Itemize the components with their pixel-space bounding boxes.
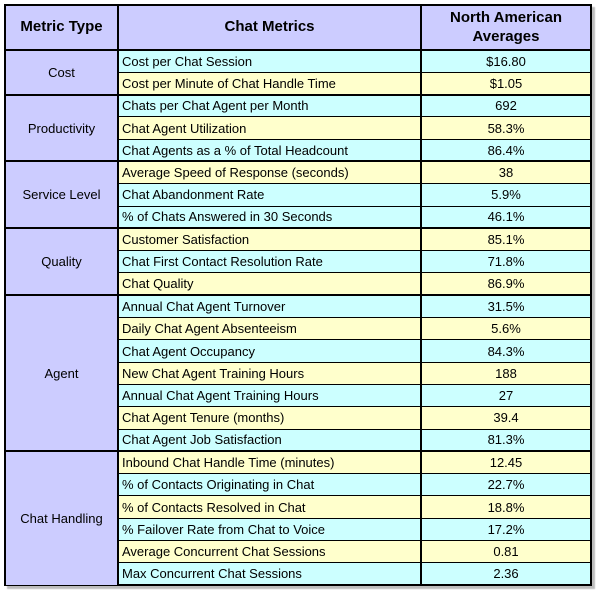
value-cell: 81.3% (420, 428, 592, 452)
category-cell-productivity: Productivity (4, 93, 119, 162)
table-row: Chat Agents as a % of Total Headcount 86… (5, 138, 592, 162)
category-cell-cost: Cost (4, 49, 119, 96)
table-row: Productivity Chats per Chat Agent per Mo… (4, 93, 592, 162)
metric-cell: % of Contacts Originating in Chat (117, 473, 422, 497)
metric-cell: New Chat Agent Training Hours (117, 361, 422, 385)
metric-cell: Chat Agents as a % of Total Headcount (117, 138, 422, 162)
value-cell: 27 (420, 383, 592, 408)
table-row: Service Level Average Speed of Response … (4, 160, 592, 229)
metric-cell: Daily Chat Agent Absenteeism (117, 317, 422, 341)
table-header: Metric Type Chat Metrics North American … (4, 4, 592, 51)
table-row: Chat Agent Job Satisfaction 81.3% (5, 428, 592, 452)
value-cell: 84.3% (420, 339, 592, 363)
value-cell: 86.4% (420, 138, 592, 162)
table-row: Cost Cost per Chat Session $16.80 (4, 48, 592, 96)
table-body: Cost Cost per Chat Session $16.80 Cost p… (4, 48, 592, 587)
metric-cell: Cost per Chat Session (117, 48, 422, 73)
metric-cell: Chat Agent Job Satisfaction (117, 428, 422, 452)
value-cell: 58.3% (420, 116, 592, 140)
category-cell-quality: Quality (4, 227, 119, 296)
table-row: % of Chats Answered in 30 Seconds 46.1% (5, 205, 592, 229)
metric-cell: Customer Satisfaction (117, 227, 422, 252)
metric-cell: Average Concurrent Chat Sessions (117, 540, 422, 564)
metric-cell: Cost per Minute of Chat Handle Time (117, 71, 422, 96)
metric-cell: Chat Quality (117, 272, 422, 296)
header-chat-metrics: Chat Metrics (117, 4, 422, 51)
value-cell: 5.9% (420, 183, 592, 207)
header-averages: North American Averages (420, 4, 592, 51)
metric-cell: Inbound Chat Handle Time (minutes) (117, 450, 422, 475)
header-row: Metric Type Chat Metrics North American … (4, 4, 592, 51)
value-cell: 17.2% (420, 517, 592, 542)
value-cell: 18.8% (420, 495, 592, 519)
metric-cell: Annual Chat Agent Turnover (117, 294, 422, 319)
metric-cell: Chat Abandonment Rate (117, 183, 422, 207)
header-metric-type: Metric Type (4, 4, 119, 51)
value-cell: 71.8% (420, 250, 592, 274)
table-row: Chat Quality 86.9% (5, 272, 592, 296)
metric-cell: Chat Agent Utilization (117, 116, 422, 140)
value-cell: 46.1% (420, 205, 592, 229)
table-row: Average Concurrent Chat Sessions 0.81 (5, 540, 592, 564)
metric-cell: % of Chats Answered in 30 Seconds (117, 205, 422, 229)
category-cell-agent: Agent (4, 294, 119, 452)
value-cell: 188 (420, 361, 592, 385)
category-cell-chat-handling: Chat Handling (4, 450, 119, 586)
metric-cell: Chat Agent Tenure (months) (117, 406, 422, 430)
metric-cell: Chat Agent Occupancy (117, 339, 422, 363)
metric-cell: % Failover Rate from Chat to Voice (117, 517, 422, 542)
chat-metrics-table: Metric Type Chat Metrics North American … (4, 4, 592, 587)
value-cell: $1.05 (420, 71, 592, 96)
table-row: Max Concurrent Chat Sessions 2.36 (5, 562, 592, 587)
table-row: Daily Chat Agent Absenteeism 5.6% (5, 317, 592, 341)
table-row: Chat First Contact Resolution Rate 71.8% (5, 250, 592, 274)
metric-cell: Chats per Chat Agent per Month (117, 93, 422, 118)
metric-cell: Annual Chat Agent Training Hours (117, 383, 422, 408)
table-row: % of Contacts Originating in Chat 22.7% (5, 473, 592, 497)
value-cell: 5.6% (420, 317, 592, 341)
table-row: % of Contacts Resolved in Chat 18.8% (5, 495, 592, 519)
value-cell: 692 (420, 93, 592, 118)
metric-cell: % of Contacts Resolved in Chat (117, 495, 422, 519)
value-cell: 0.81 (420, 540, 592, 564)
table-row: Agent Annual Chat Agent Turnover 31.5% (4, 294, 592, 452)
table-row: Cost per Minute of Chat Handle Time $1.0… (5, 71, 592, 96)
table-row: Quality Customer Satisfaction 85.1% (4, 227, 592, 296)
value-cell: 86.9% (420, 272, 592, 296)
value-cell: 2.36 (420, 562, 592, 587)
value-cell: 39.4 (420, 406, 592, 430)
metric-cell: Average Speed of Response (seconds) (117, 160, 422, 185)
value-cell: 85.1% (420, 227, 592, 252)
table-row: Chat Agent Occupancy 84.3% (5, 339, 592, 363)
category-cell-service-level: Service Level (4, 160, 119, 229)
metric-cell: Max Concurrent Chat Sessions (117, 562, 422, 587)
table-row: Chat Handling Inbound Chat Handle Time (… (4, 450, 592, 586)
table-row: New Chat Agent Training Hours 188 (5, 361, 592, 385)
value-cell: $16.80 (420, 48, 592, 73)
metric-cell: Chat First Contact Resolution Rate (117, 250, 422, 274)
value-cell: 12.45 (420, 450, 592, 475)
table-row: % Failover Rate from Chat to Voice 17.2% (5, 517, 592, 542)
value-cell: 38 (420, 160, 592, 185)
value-cell: 31.5% (420, 294, 592, 319)
value-cell: 22.7% (420, 473, 592, 497)
table-row: Chat Agent Utilization 58.3% (5, 116, 592, 140)
table-row: Chat Agent Tenure (months) 39.4 (5, 406, 592, 430)
